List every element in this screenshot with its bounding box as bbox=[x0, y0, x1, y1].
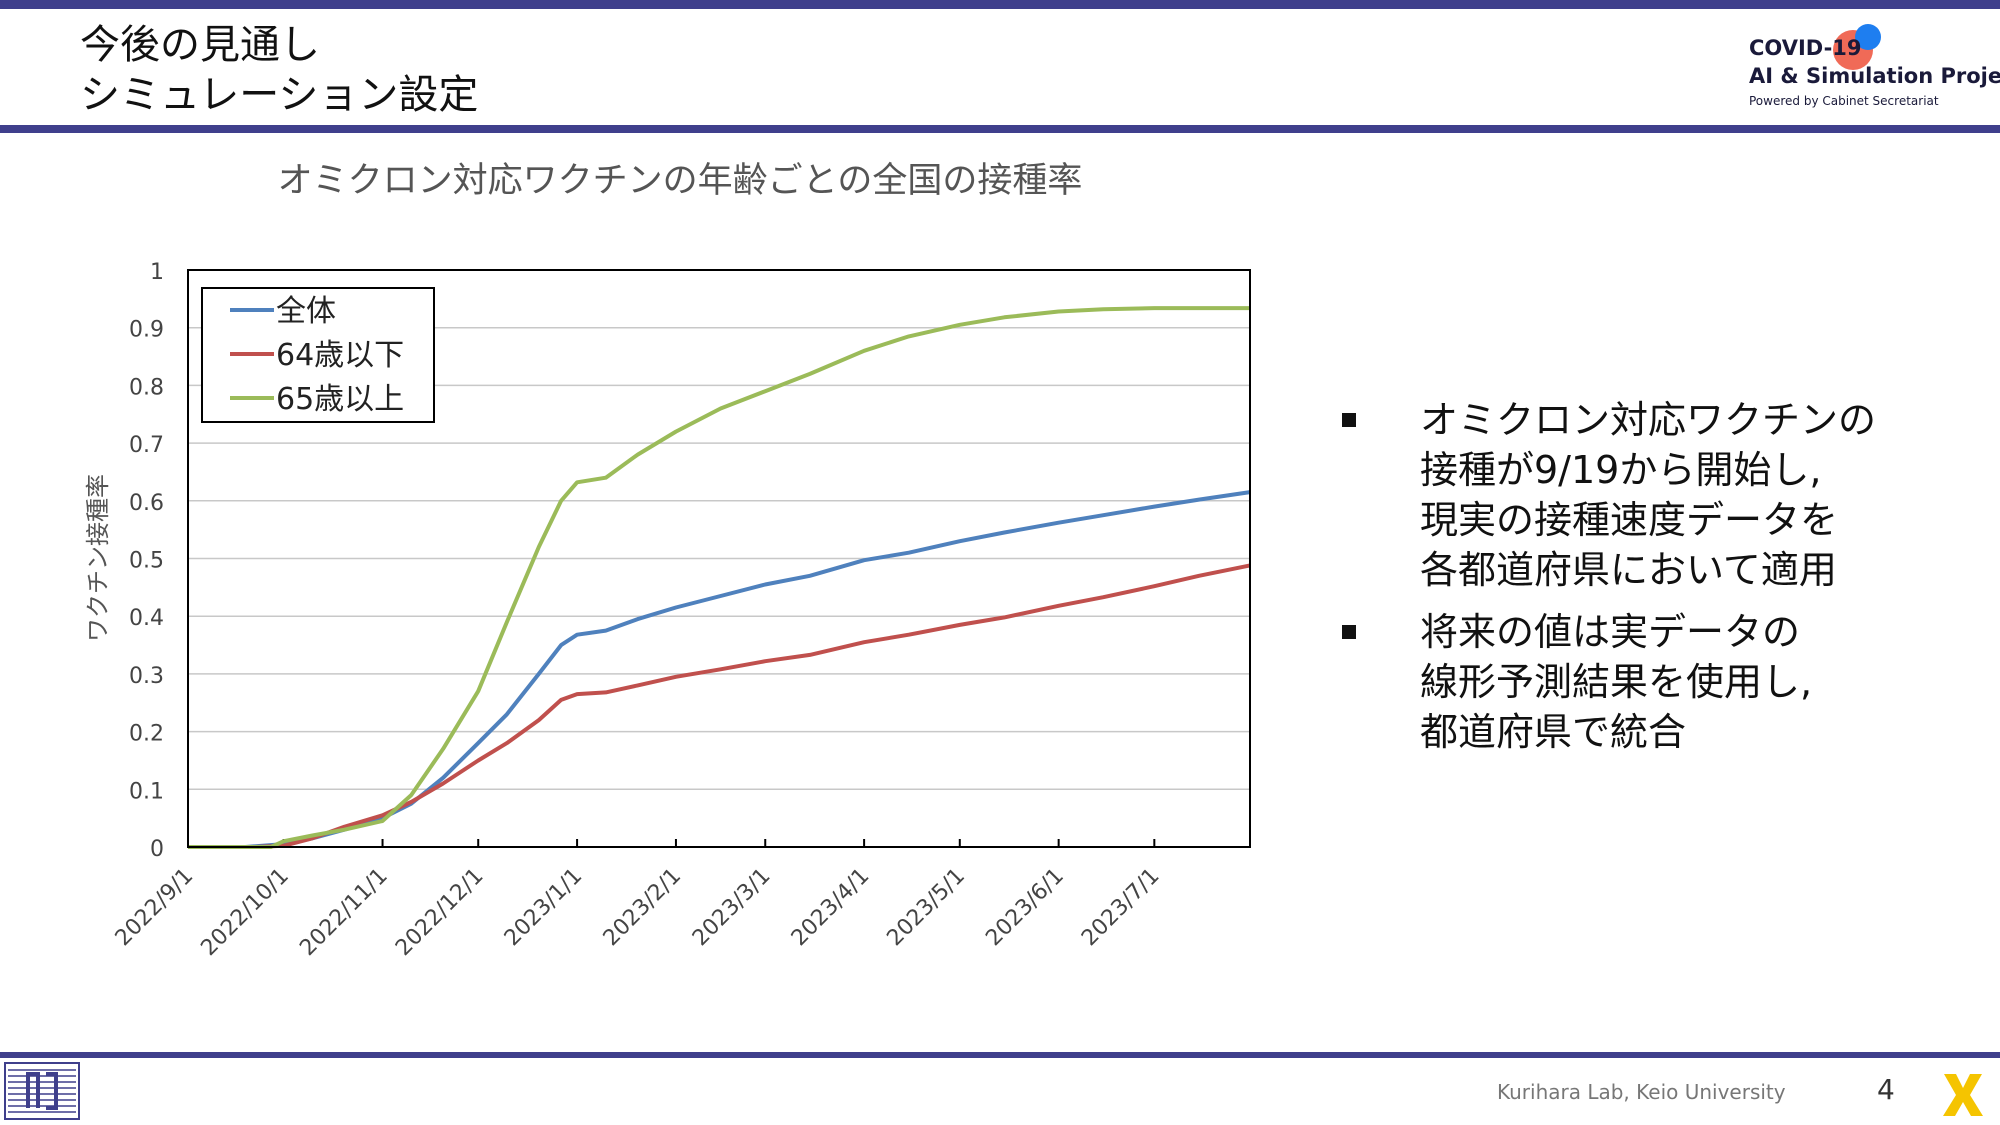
series-line-1 bbox=[188, 563, 1251, 849]
bullet-2-line-1: 将来の値は実データの bbox=[1420, 610, 1801, 654]
plot-area-frame bbox=[187, 269, 1251, 848]
top-accent-bar bbox=[0, 0, 2000, 9]
y-tick-label: 0 bbox=[150, 837, 164, 862]
bullet-1-line-1: オミクロン対応ワクチンの bbox=[1420, 398, 1877, 442]
footer-divider bbox=[0, 1052, 2000, 1058]
x-tick-label: 2023/4/1 bbox=[787, 864, 875, 952]
slide-title-line1: 今後の見通し bbox=[80, 22, 320, 68]
chart-title: オミクロン対応ワクチンの年齢ごとの全国の接種率 bbox=[278, 161, 1083, 201]
bullet-item-1: オミクロン対応ワクチンの 接種が9/19から開始し, 現実の接種速度データを 各… bbox=[1340, 395, 1960, 595]
vaccination-rate-chart: オミクロン対応ワクチンの年齢ごとの全国の接種率 0 0.1 0.2 0.3 0.4 0.5… bbox=[84, 161, 1251, 961]
bullet-1-line-4: 各都道府県において適用 bbox=[1420, 548, 1837, 592]
legend-entry: 全体 bbox=[276, 294, 336, 329]
bullet-2-line-2: 線形予測結果を使用し, bbox=[1420, 660, 1813, 704]
chart-series bbox=[188, 306, 1251, 849]
series-line-2 bbox=[188, 306, 1250, 849]
x-tick-label: 2022/12/1 bbox=[391, 864, 488, 961]
x-tick-label: 2023/3/1 bbox=[688, 864, 776, 952]
legend-entry: 65歳以上 bbox=[276, 382, 404, 417]
logo-blue-dot bbox=[1855, 24, 1881, 50]
y-tick-label: 1 bbox=[150, 260, 164, 285]
bullet-square-icon bbox=[1342, 625, 1356, 639]
x-tick-label: 2023/5/1 bbox=[882, 864, 970, 952]
page-number: 4 bbox=[1877, 1073, 1895, 1106]
y-tick-label: 0.7 bbox=[129, 433, 164, 458]
bullet-1-line-3: 現実の接種速度データを bbox=[1420, 498, 1839, 542]
y-axis-ticks: 0 0.1 0.2 0.3 0.4 0.5 0.6 0.7 0.8 0.9 1 bbox=[129, 260, 164, 862]
y-tick-label: 0.3 bbox=[129, 664, 164, 689]
x-tick-label: 2022/9/1 bbox=[111, 864, 199, 952]
y-tick-label: 0.1 bbox=[129, 779, 164, 804]
covid-ai-logo: COVID-19 AI & Simulation Project Powered… bbox=[1745, 22, 2000, 117]
y-tick-label: 0.2 bbox=[129, 722, 164, 747]
logo-line1: COVID-19 bbox=[1749, 36, 1862, 60]
x-tick-label: 2022/10/1 bbox=[196, 864, 293, 961]
footer-credit: Kurihara Lab, Keio University bbox=[1497, 1080, 1786, 1104]
x-tick-label: 2023/6/1 bbox=[981, 864, 1069, 952]
y-tick-label: 0.6 bbox=[129, 491, 164, 516]
chart-legend: 全体 64歳以下 65歳以上 bbox=[201, 287, 435, 423]
slide-title-line2: シミュレーション設定 bbox=[80, 72, 479, 118]
y-tick-label: 0.5 bbox=[129, 549, 164, 574]
y-tick-label: 0.4 bbox=[129, 606, 164, 631]
x-mark-icon bbox=[1943, 1074, 1983, 1116]
logo-line3: Powered by Cabinet Secretariat bbox=[1749, 94, 1939, 108]
bullet-square-icon bbox=[1342, 413, 1356, 427]
x-tick-label: 2023/2/1 bbox=[599, 864, 687, 952]
bullet-1-line-2: 接種が9/19から開始し, bbox=[1420, 448, 1822, 492]
logo-line2: AI & Simulation Project bbox=[1749, 64, 2000, 88]
y-axis-label: ワクチン接種率 bbox=[84, 474, 112, 642]
x-tick-label: 2023/1/1 bbox=[500, 864, 588, 952]
bullet-2-line-3: 都道府県で統合 bbox=[1420, 710, 1687, 754]
y-tick-label: 0.8 bbox=[129, 375, 164, 400]
x-tick-label: 2022/11/1 bbox=[295, 864, 392, 961]
bullet-list: オミクロン対応ワクチンの 接種が9/19から開始し, 現実の接種速度データを 各… bbox=[1340, 395, 1960, 769]
x-tick-label: 2023/7/1 bbox=[1077, 864, 1165, 952]
lab-logo-icon bbox=[4, 1062, 80, 1120]
slide-title: 今後の見通し シミュレーション設定 bbox=[80, 20, 478, 120]
header-divider bbox=[0, 125, 2000, 133]
legend-entry: 64歳以下 bbox=[276, 338, 404, 373]
bullet-item-2: 将来の値は実データの 線形予測結果を使用し, 都道府県で統合 bbox=[1340, 607, 1960, 757]
y-tick-label: 0.9 bbox=[129, 318, 164, 343]
